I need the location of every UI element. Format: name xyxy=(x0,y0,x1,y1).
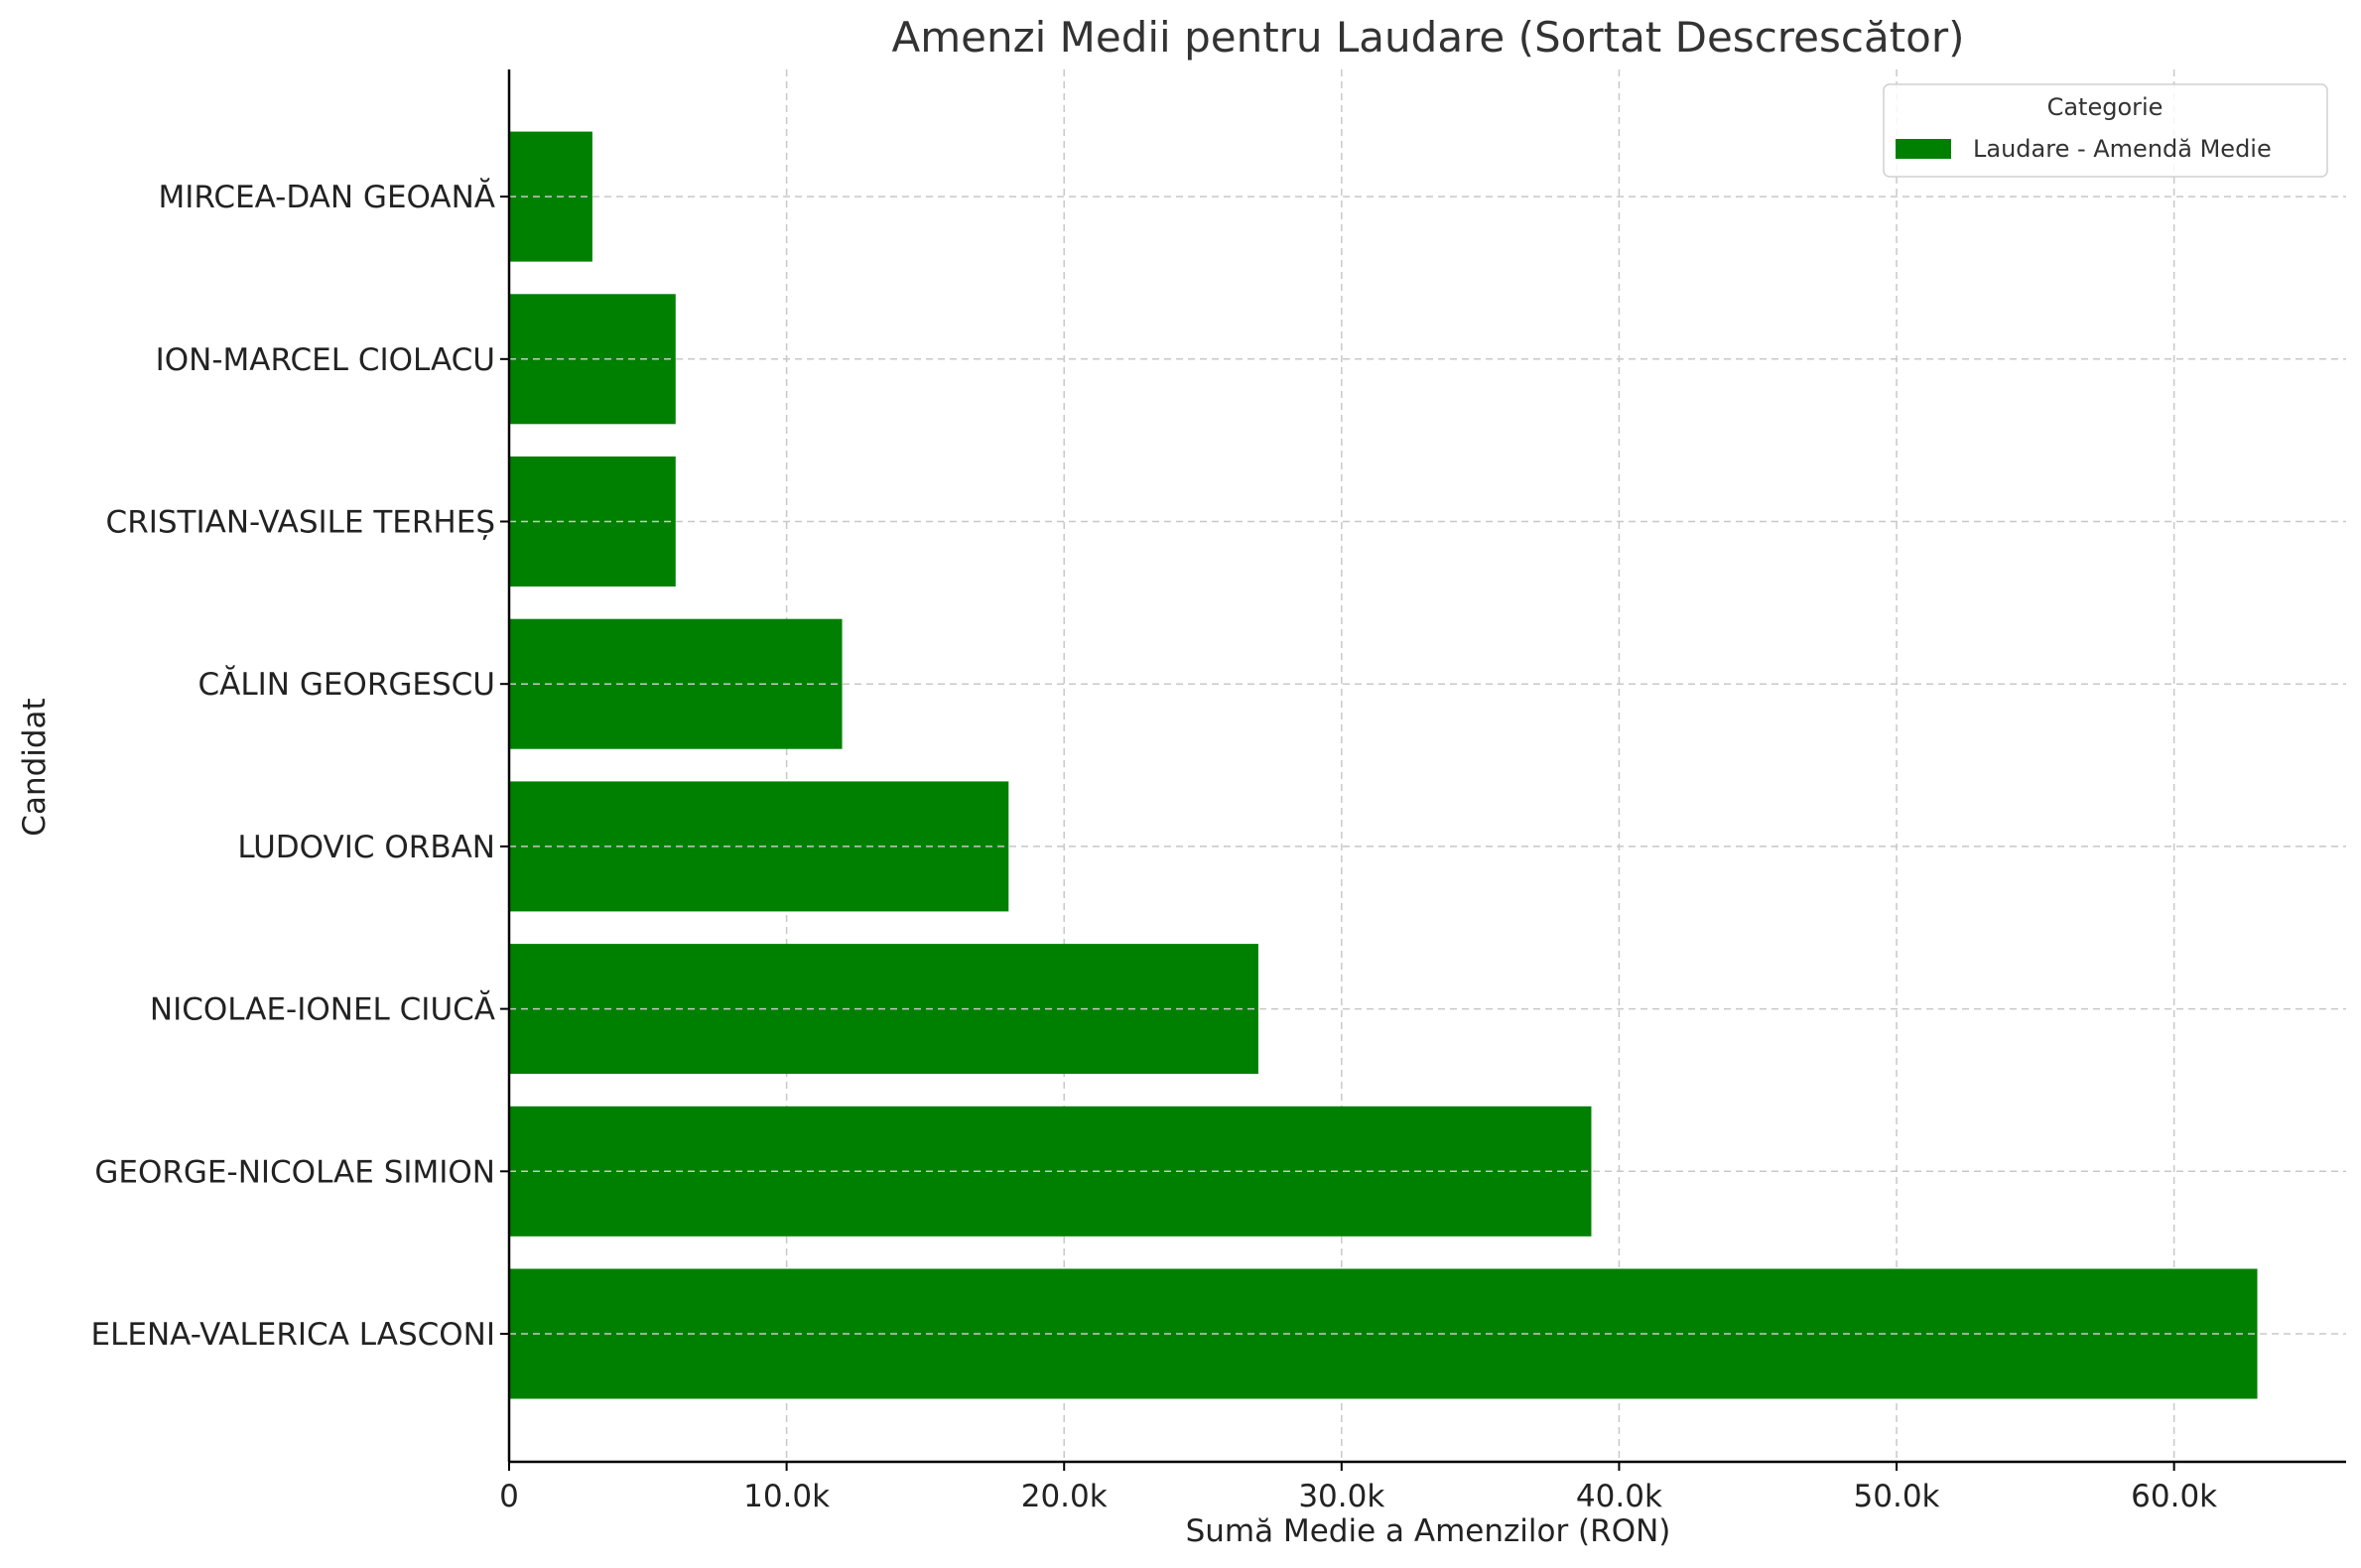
grid-layer xyxy=(785,69,2175,1462)
legend-frame xyxy=(1883,83,2328,178)
legend-entry: Laudare - Amendă Medie xyxy=(1973,135,2272,163)
x-axis-label: Sumă Medie a Amenzilor (RON) xyxy=(1186,1513,1671,1549)
y-tick-label: NICOLAE-IONEL CIUCĂ xyxy=(150,991,495,1028)
y-tick-label: MIRCEA-DAN GEOANĂ xyxy=(159,179,495,215)
x-tick-label: 50.0k xyxy=(1854,1479,1940,1514)
x-tick-label: 0 xyxy=(499,1479,519,1514)
y-tick-label: CĂLIN GEORGESCU xyxy=(198,666,495,703)
axes-layer: 0 10.0k 20.0k 30.0k 40.0k 50.0k 60.0k ELENA-VAL… xyxy=(91,69,2346,1514)
x-tick-label: 40.0k xyxy=(1576,1479,1662,1514)
chart-title: Amenzi Medii pentru Laudare (Sortat Desc… xyxy=(891,13,1964,62)
legend: Categorie Laudare - Amendă Medie xyxy=(1883,83,2328,178)
y-tick-label: CRISTIAN-VASILE TERHEȘ xyxy=(106,505,495,541)
x-tick-label: 60.0k xyxy=(2131,1479,2217,1514)
legend-swatch xyxy=(1896,139,1951,159)
x-tick-label: 30.0k xyxy=(1298,1479,1384,1514)
y-tick-label: ELENA-VALERICA LASCONI xyxy=(91,1317,495,1353)
bars-layer xyxy=(509,131,2346,1399)
bar xyxy=(509,781,1009,912)
x-tick-label: 20.0k xyxy=(1021,1479,1108,1514)
y-tick-label: GEORGE-NICOLAE SIMION xyxy=(94,1154,495,1190)
y-tick-label: ION-MARCEL CIOLACU xyxy=(156,342,495,378)
y-tick-label: LUDOVIC ORBAN xyxy=(237,830,495,865)
y-axis-label: Candidat xyxy=(17,698,53,836)
legend-title: Categorie xyxy=(2047,93,2164,121)
x-tick-label: 10.0k xyxy=(743,1479,830,1514)
